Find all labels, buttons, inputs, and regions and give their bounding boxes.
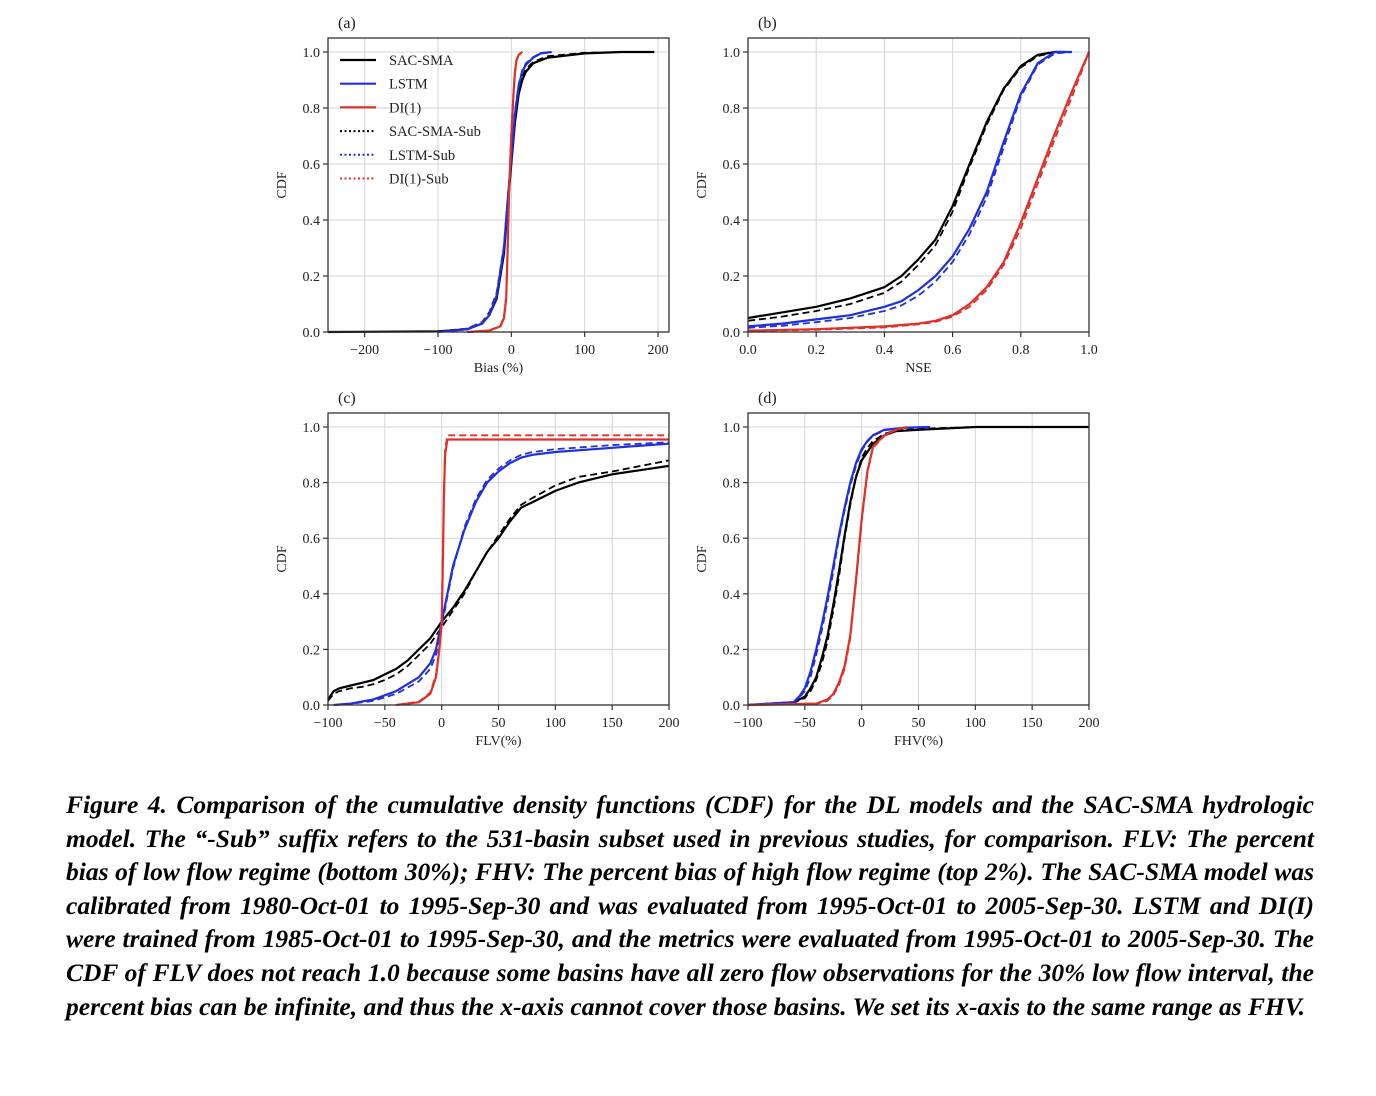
tick-label-x: −100 — [734, 716, 763, 731]
tick-label-x: 50 — [492, 716, 506, 731]
tick-label-y: 1.0 — [723, 421, 741, 436]
tick-label-y: 1.0 — [303, 421, 321, 436]
legend-label: LSTM — [389, 77, 428, 93]
y-axis-label: CDF — [695, 545, 710, 572]
tick-label-y: 0.6 — [723, 532, 741, 547]
tick-label-x: 200 — [1079, 716, 1100, 731]
panel-c: −100 −50 0 50 100 150 200 0.0 0.2 0.4 0.6 0.8 1.0 (c)… — [275, 390, 680, 749]
series-c-di-1- — [396, 438, 669, 707]
x-axis-label: FHV(%) — [894, 734, 943, 749]
tick-label-y: 0.4 — [723, 214, 741, 229]
series-a-lstm-sub — [437, 51, 552, 333]
tick-label-y: 1.0 — [723, 46, 741, 61]
legend-label: DI(1) — [389, 100, 421, 116]
panel-title: (b) — [758, 15, 777, 32]
tick-label-x: −100 — [424, 343, 453, 358]
series-b-lstm-sub — [747, 51, 1073, 329]
tick-label-x: 0.6 — [944, 343, 962, 358]
tick-label-x: 0.0 — [739, 343, 757, 358]
series-b-di-1-sub — [747, 51, 1090, 332]
tick-label-x: 150 — [1022, 716, 1043, 731]
figure: −200 −100 0 100 200 0.0 0.2 0.4 0.6 0.8 1.0 (a) Bias… — [275, 15, 1100, 749]
series-c-di-1-sub — [396, 434, 669, 706]
tick-label-y: 0.4 — [723, 588, 741, 603]
legend: SAC-SMA LSTM DI(1) SAC-SMA-Sub LSTM-Sub DI(1)… — [340, 53, 481, 188]
panel-title: (d) — [758, 390, 777, 407]
tick-label-y: 0.2 — [723, 643, 741, 658]
tick-label-x: 100 — [574, 343, 595, 358]
tick-label-y: 0.4 — [303, 588, 321, 603]
series-d-sac-sma-sub — [747, 426, 1089, 706]
tick-label-x: 150 — [602, 716, 623, 731]
series-a-lstm — [437, 50, 552, 334]
tick-label-y: 0.2 — [303, 643, 321, 658]
tick-label-x: 0.4 — [876, 343, 894, 358]
tick-label-y: 0.2 — [303, 270, 321, 285]
tick-label-y: 0.6 — [723, 158, 741, 173]
tick-label-x: 100 — [965, 716, 986, 731]
tick-label-y: 0.6 — [303, 532, 321, 547]
tick-label-x: −100 — [314, 716, 343, 731]
x-axis-label: NSE — [905, 361, 931, 376]
x-axis-label: FLV(%) — [475, 734, 521, 749]
series-b-sac-sma — [747, 50, 1066, 320]
plot-frame — [327, 37, 670, 333]
legend-label: SAC-SMA — [389, 53, 454, 69]
tick-label-y: 0.0 — [303, 699, 321, 714]
legend-label: LSTM-Sub — [389, 148, 455, 164]
tick-label-x: 200 — [659, 716, 680, 731]
series-a-sac-sma-sub — [437, 51, 622, 333]
tick-label-y: 0.0 — [723, 326, 741, 341]
tick-label-x: 0 — [858, 716, 865, 731]
series-b-lstm — [747, 50, 1072, 328]
legend-label: SAC-SMA-Sub — [389, 124, 481, 140]
figure-caption: Figure 4. Comparison of the cumulative d… — [66, 790, 1314, 1021]
series-c-sac-sma-sub — [327, 459, 670, 702]
tick-label-y: 0.8 — [723, 477, 741, 492]
tick-label-y: 0.0 — [303, 326, 321, 341]
plot-frame — [747, 37, 1090, 333]
series-c-sac-sma — [327, 464, 670, 701]
tick-label-y: 0.4 — [303, 214, 321, 229]
tick-label-x: 200 — [648, 343, 669, 358]
tick-label-x: 0 — [508, 343, 515, 358]
tick-label-x: −200 — [350, 343, 379, 358]
tick-label-y: 1.0 — [303, 46, 321, 61]
tick-label-x: 1.0 — [1080, 343, 1098, 358]
series-d-di-1- — [747, 425, 908, 707]
panel-a: −200 −100 0 100 200 0.0 0.2 0.4 0.6 0.8 1.0 (a) Bias… — [275, 15, 670, 376]
tick-label-y: 0.8 — [723, 102, 741, 117]
x-axis-label: Bias (%) — [474, 361, 524, 376]
tick-label-x: −50 — [374, 716, 396, 731]
tick-label-x: 0 — [438, 716, 445, 731]
tick-label-x: 100 — [545, 716, 566, 731]
series-b-di-1- — [747, 51, 1091, 332]
tick-label-y: 0.0 — [723, 699, 741, 714]
series-a-di-1-sub — [467, 51, 523, 333]
y-axis-label: CDF — [275, 545, 290, 572]
panel-b: 0.0 0.2 0.4 0.6 0.8 1.0 0.0 0.2 0.4 0.6 0.8 1.0 (b) N… — [695, 15, 1098, 376]
tick-label-y: 0.8 — [303, 477, 321, 492]
series-a-sac-sma — [327, 50, 655, 334]
legend-label: DI(1)-Sub — [389, 172, 449, 188]
tick-label-x: 50 — [912, 716, 926, 731]
y-axis-label: CDF — [275, 171, 290, 198]
panel-d: −100 −50 0 50 100 150 200 0.0 0.2 0.4 0.6 0.8 1.0 (d)… — [695, 390, 1100, 749]
tick-label-x: 0.8 — [1012, 343, 1030, 358]
y-axis-label: CDF — [695, 171, 710, 198]
panel-title: (a) — [338, 15, 356, 32]
tick-label-y: 0.6 — [303, 158, 321, 173]
series-b-sac-sma-sub — [747, 51, 1066, 322]
series-d-di-1-sub — [747, 426, 908, 706]
panel-title: (c) — [338, 390, 356, 407]
series-c-lstm-sub — [333, 441, 670, 706]
tick-label-x: 0.2 — [807, 343, 825, 358]
series-d-lstm-sub — [747, 426, 930, 706]
tick-label-y: 0.2 — [723, 270, 741, 285]
tick-label-y: 0.8 — [303, 102, 321, 117]
tick-label-x: −50 — [794, 716, 816, 731]
